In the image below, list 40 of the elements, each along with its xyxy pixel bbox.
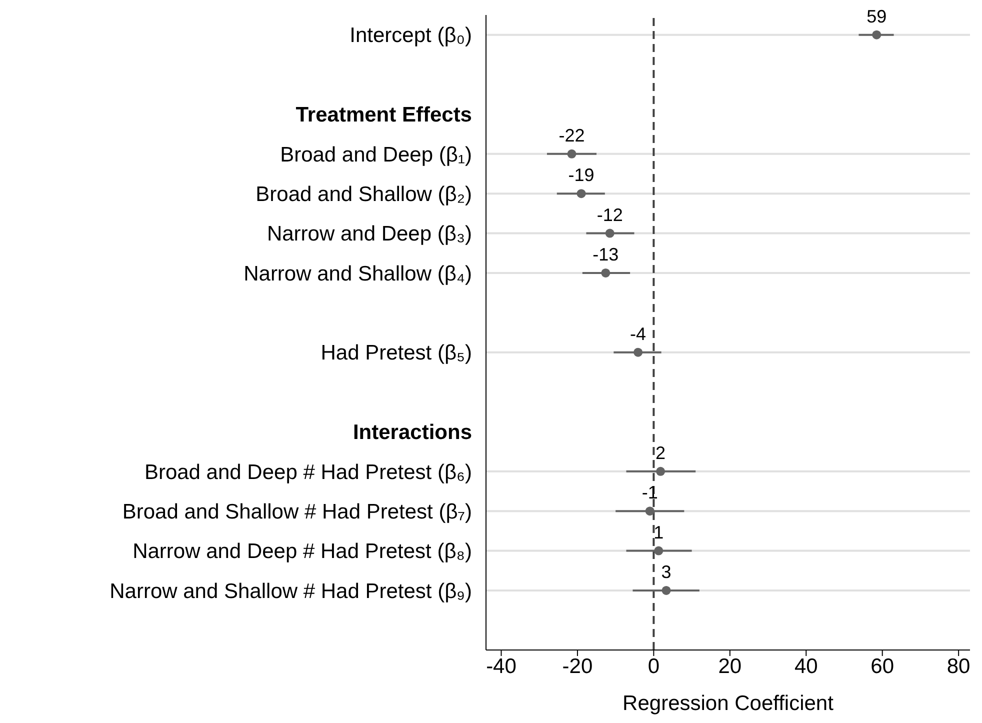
point — [576, 189, 586, 198]
y-tick-label: Intercept (β₀) — [350, 24, 472, 48]
data-label: -19 — [568, 165, 594, 186]
point — [654, 546, 664, 556]
data-label: 59 — [866, 6, 887, 26]
point — [656, 466, 666, 476]
data-label: 2 — [656, 442, 666, 463]
x-axis-title: Regression Coefficient — [622, 692, 834, 715]
data-label: -13 — [592, 244, 619, 264]
data-label: -22 — [558, 125, 585, 146]
x-tick-label: 20 — [718, 654, 742, 678]
data-label: 3 — [661, 562, 672, 582]
y-tick-label: Narrow and Shallow (β₄) — [244, 262, 472, 286]
x-tick-label: 40 — [794, 654, 818, 678]
point — [567, 149, 576, 158]
data-label: -12 — [596, 204, 623, 225]
data-label: 1 — [654, 522, 664, 542]
x-tick-label: 0 — [648, 654, 660, 678]
data-label: -4 — [630, 324, 646, 344]
y-tick-label: Had Pretest (β₅) — [320, 342, 472, 365]
y-tick-label: Interactions — [352, 421, 472, 444]
x-tick-label: -20 — [562, 654, 593, 678]
y-tick-label: Narrow and Shallow # Had Pretest (β₉) — [110, 580, 472, 603]
point — [601, 268, 610, 278]
y-tick-label: Narrow and Deep (β₃) — [266, 222, 472, 246]
y-tick-label: Treatment Effects — [296, 104, 472, 127]
point — [872, 30, 882, 40]
point — [662, 586, 671, 595]
x-tick-label: 80 — [946, 654, 970, 678]
x-tick-label: 60 — [870, 654, 894, 678]
x-tick-label: -40 — [486, 654, 516, 678]
y-tick-label: Narrow and Deep # Had Pretest (β₈) — [132, 540, 472, 564]
data-label: -1 — [642, 482, 658, 503]
point — [645, 506, 654, 516]
point — [605, 228, 614, 238]
y-tick-label: Broad and Deep # Had Pretest (β₆) — [144, 460, 472, 484]
y-tick-label: Broad and Shallow (β₂) — [256, 182, 472, 206]
y-tick-label: Broad and Shallow # Had Pretest (β₇) — [122, 500, 472, 524]
y-tick-label: Broad and Deep (β₁) — [280, 143, 472, 166]
point — [634, 348, 643, 357]
